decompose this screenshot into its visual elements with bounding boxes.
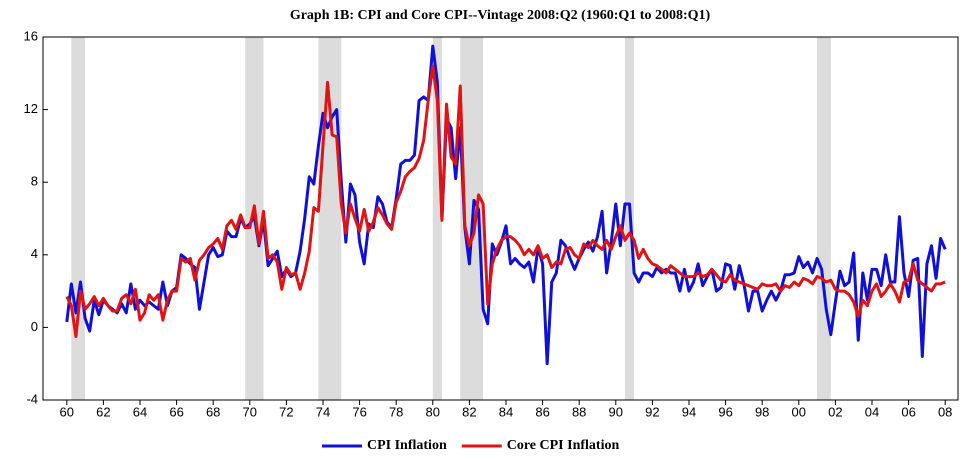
chart-title: Graph 1B: CPI and Core CPI--Vintage 2008… — [290, 8, 711, 23]
x-tick-label: 80 — [426, 404, 440, 419]
x-tick-label: 92 — [645, 404, 659, 419]
x-tick-label: 74 — [316, 404, 330, 419]
x-tick-label: 66 — [169, 404, 183, 419]
x-tick-label: 70 — [243, 404, 257, 419]
x-tick-label: 68 — [206, 404, 220, 419]
y-tick-label: 16 — [24, 28, 38, 43]
x-tick-label: 08 — [938, 404, 952, 419]
series-line — [65, 64, 946, 338]
x-tick-label: 88 — [572, 404, 586, 419]
recession-band — [71, 37, 86, 400]
x-tick-label: 06 — [901, 404, 915, 419]
recession-band — [432, 37, 442, 400]
legend-label: Core CPI Inflation — [507, 438, 620, 453]
x-tick-label: 00 — [792, 404, 806, 419]
y-tick-label: 0 — [31, 319, 38, 334]
y-tick-label: 8 — [31, 174, 38, 189]
x-tick-label: 90 — [609, 404, 623, 419]
x-tick-label: 78 — [389, 404, 403, 419]
plot-frame — [42, 36, 959, 401]
y-tick-label: 12 — [24, 101, 38, 116]
x-tick-label: 02 — [828, 404, 842, 419]
x-tick-label: 82 — [462, 404, 476, 419]
x-tick-label: 94 — [682, 404, 696, 419]
x-tick-label: 64 — [133, 404, 147, 419]
x-tick-label: 60 — [60, 404, 74, 419]
x-tick-label: 84 — [499, 404, 513, 419]
x-tick-label: 86 — [535, 404, 549, 419]
y-tick-label: 4 — [31, 246, 38, 261]
recession-band — [817, 37, 831, 400]
series-line — [65, 44, 947, 366]
x-tick-label: 98 — [755, 404, 769, 419]
legend-label: CPI Inflation — [367, 438, 447, 453]
x-tick-label: 04 — [865, 404, 879, 419]
x-tick-label: 62 — [96, 404, 110, 419]
x-tick-label: 76 — [352, 404, 366, 419]
y-tick-label: -4 — [26, 391, 38, 406]
x-tick-label: 72 — [279, 404, 293, 419]
x-tick-label: 96 — [718, 404, 732, 419]
